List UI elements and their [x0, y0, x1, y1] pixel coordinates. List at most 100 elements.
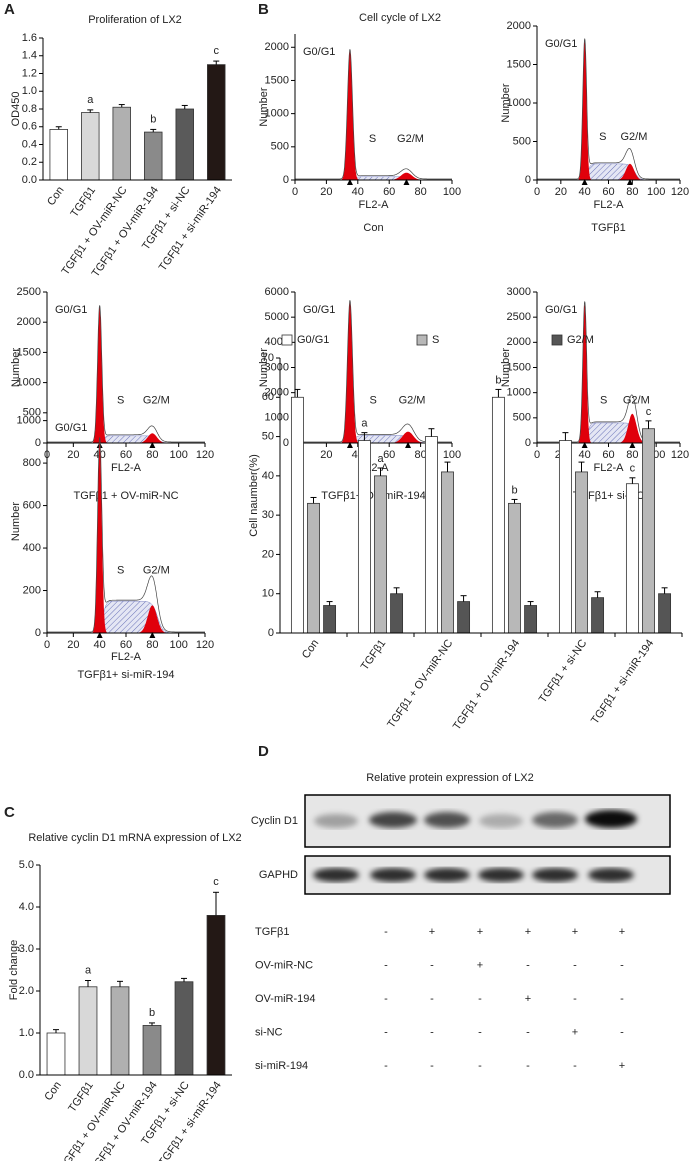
x-tick-label: 20 [320, 186, 332, 198]
panel-letter: B [258, 1, 269, 18]
y-tick-label: 2500 [17, 286, 41, 298]
x-tick-label: 60 [602, 449, 614, 461]
bar [206, 915, 226, 1076]
x-tick-label: 60 [602, 186, 614, 198]
x-axis-title: FL2-A [111, 462, 142, 474]
annotation: c [214, 45, 220, 57]
bar [357, 440, 371, 634]
y-tick-label: 0 [35, 627, 41, 639]
legend-swatch [551, 334, 563, 346]
error-bar [511, 498, 518, 504]
legend-label: G0/G1 [297, 334, 329, 346]
annotation: c [213, 876, 219, 888]
annotation: c [630, 463, 636, 475]
y-tick-label: 1500 [17, 346, 41, 358]
error-bar [181, 977, 187, 982]
x-axis-title: FL2-A [594, 199, 625, 211]
y-tick-label: 200 [23, 584, 41, 596]
y-tick-label: 1500 [507, 361, 531, 373]
error-bar [213, 60, 220, 65]
y-tick-label: 4.0 [19, 901, 34, 913]
bar [457, 601, 471, 634]
error-bar [55, 126, 62, 130]
bar [110, 986, 130, 1076]
x-tick-label: 80 [414, 186, 426, 198]
y-tick-label: 10 [262, 588, 274, 600]
g0g1-peak [537, 41, 680, 181]
table-cell: - [526, 959, 530, 971]
table-cell: - [478, 993, 482, 1005]
table-cell: + [619, 926, 625, 938]
error-bar [361, 432, 368, 441]
x-tick-label: Con [42, 1080, 63, 1103]
y-tick-label: 60 [262, 391, 274, 403]
y-tick-label: 0 [283, 174, 289, 186]
y-tick-label: 6000 [265, 286, 289, 298]
y-tick-label: 600 [23, 499, 41, 511]
x-tick-label: TGFβ1 [359, 638, 389, 673]
bar [307, 502, 320, 634]
error-bar [149, 1022, 155, 1026]
error-bar [85, 980, 91, 987]
phase-label: G0/G1 [303, 46, 335, 58]
y-axis-title: Number [258, 87, 270, 126]
g0g1-peak [295, 50, 452, 180]
annotation: b [150, 113, 156, 125]
annotation: b [511, 484, 517, 496]
table-cell: - [573, 1060, 577, 1072]
caption: TGFβ1 [591, 222, 625, 234]
x-tick-label: 20 [555, 186, 567, 198]
phase-label: G2/M [143, 395, 170, 407]
phase-label: G0/G1 [55, 304, 87, 316]
panel-letter: A [4, 1, 15, 18]
y-tick-label: 500 [513, 135, 531, 147]
x-tick-label: 60 [383, 449, 395, 461]
table-cell: - [573, 959, 577, 971]
bar [323, 605, 337, 634]
error-bar [527, 601, 534, 606]
blot-title: Relative protein expression of LX2 [366, 772, 534, 784]
y-tick-label: 2000 [265, 41, 289, 53]
y-tick-label: 3.0 [19, 943, 34, 955]
y-tick-label: 1.6 [22, 32, 37, 44]
peak-marker [626, 179, 633, 185]
x-tick-label: TGFβ1 + si-miR-194 [589, 638, 656, 727]
error-bar [326, 601, 333, 606]
x-tick-label: Con [300, 638, 321, 661]
total-outline [47, 305, 205, 443]
g0g1-peak [295, 302, 452, 443]
phase-label: S [600, 395, 607, 407]
y-tick-label: 800 [23, 457, 41, 469]
y-tick-label: 30 [262, 509, 274, 521]
x-axis-title: FL2-A [111, 651, 142, 663]
caption: TGFβ1 + OV-miR-NC [73, 490, 178, 502]
x-tick-label: 0 [534, 186, 540, 198]
table-cell: - [384, 993, 388, 1005]
x-tick-label: 20 [67, 449, 79, 461]
error-bar [117, 980, 123, 987]
x-tick-label: 80 [146, 449, 158, 461]
bar [81, 112, 100, 181]
table-cell: + [619, 1060, 625, 1072]
total-outline [295, 49, 452, 180]
bar [174, 981, 194, 1076]
x-tick-label: TGFβ1 + si-NC [537, 637, 590, 705]
table-cell: - [384, 1060, 388, 1072]
annotation: a [87, 94, 94, 106]
bar [575, 471, 588, 634]
error-bar [393, 587, 400, 594]
y-tick-label: 0.6 [22, 121, 37, 133]
y-tick-label: 1000 [507, 387, 531, 399]
annotation: a [361, 418, 368, 430]
x-tick-label: 100 [443, 186, 461, 198]
y-tick-label: 1.2 [22, 67, 37, 79]
y-tick-label: 2500 [507, 311, 531, 323]
annotation: b [495, 374, 501, 386]
s-phase-area [537, 163, 680, 181]
bar [207, 64, 226, 181]
x-tick-label: 40 [94, 639, 106, 651]
total-outline [47, 437, 205, 633]
y-tick-label: 1000 [17, 415, 41, 427]
x-tick-label: 80 [626, 449, 638, 461]
